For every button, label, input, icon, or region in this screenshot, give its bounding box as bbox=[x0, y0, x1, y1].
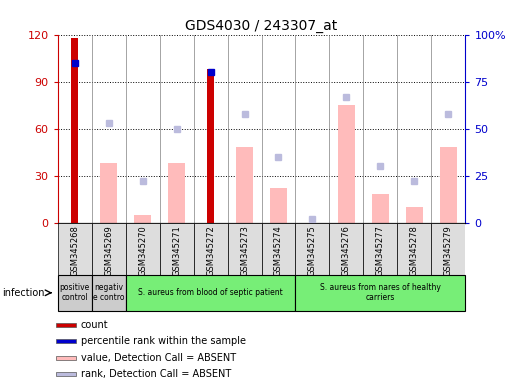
Bar bbox=[100, 163, 117, 223]
Text: GSM345270: GSM345270 bbox=[138, 225, 147, 276]
Bar bbox=[126, 275, 295, 311]
Bar bbox=[208, 69, 213, 223]
Bar bbox=[134, 215, 151, 223]
Bar bbox=[228, 223, 262, 275]
Text: GSM345271: GSM345271 bbox=[172, 225, 181, 276]
Bar bbox=[329, 223, 363, 275]
Bar bbox=[126, 223, 160, 275]
Bar bbox=[168, 163, 185, 223]
Bar bbox=[92, 275, 126, 311]
Bar bbox=[55, 372, 76, 376]
Bar bbox=[55, 356, 76, 360]
Text: GSM345277: GSM345277 bbox=[376, 225, 385, 276]
Bar bbox=[55, 339, 76, 343]
Bar bbox=[92, 223, 126, 275]
Text: GSM345272: GSM345272 bbox=[206, 225, 215, 276]
Bar bbox=[55, 323, 76, 327]
Bar bbox=[58, 223, 92, 275]
Bar bbox=[194, 223, 228, 275]
Text: count: count bbox=[81, 320, 109, 330]
Text: value, Detection Call = ABSENT: value, Detection Call = ABSENT bbox=[81, 353, 236, 363]
Text: positive
control: positive control bbox=[60, 283, 89, 303]
Bar bbox=[397, 223, 431, 275]
Bar bbox=[431, 223, 465, 275]
Text: infection: infection bbox=[3, 288, 45, 298]
Text: rank, Detection Call = ABSENT: rank, Detection Call = ABSENT bbox=[81, 369, 231, 379]
Text: GSM345278: GSM345278 bbox=[410, 225, 419, 276]
Bar bbox=[236, 147, 253, 223]
Bar bbox=[440, 147, 457, 223]
Bar bbox=[406, 207, 423, 223]
Bar bbox=[262, 223, 295, 275]
Text: GSM345273: GSM345273 bbox=[240, 225, 249, 276]
Text: GSM345269: GSM345269 bbox=[104, 225, 113, 276]
Text: GSM345274: GSM345274 bbox=[274, 225, 283, 276]
Text: S. aureus from blood of septic patient: S. aureus from blood of septic patient bbox=[138, 288, 283, 297]
Bar bbox=[338, 105, 355, 223]
Text: S. aureus from nares of healthy
carriers: S. aureus from nares of healthy carriers bbox=[320, 283, 441, 303]
Text: negativ
e contro: negativ e contro bbox=[93, 283, 124, 303]
Text: percentile rank within the sample: percentile rank within the sample bbox=[81, 336, 246, 346]
Bar bbox=[72, 38, 77, 223]
Bar bbox=[372, 195, 389, 223]
Bar bbox=[295, 223, 329, 275]
Bar bbox=[270, 188, 287, 223]
Bar bbox=[295, 275, 465, 311]
Bar bbox=[363, 223, 397, 275]
Text: GSM345279: GSM345279 bbox=[444, 225, 453, 276]
Text: GDS4030 / 243307_at: GDS4030 / 243307_at bbox=[185, 19, 338, 33]
Text: GSM345268: GSM345268 bbox=[70, 225, 79, 276]
Text: GSM345275: GSM345275 bbox=[308, 225, 317, 276]
Text: GSM345276: GSM345276 bbox=[342, 225, 351, 276]
Bar bbox=[58, 275, 92, 311]
Bar bbox=[160, 223, 194, 275]
